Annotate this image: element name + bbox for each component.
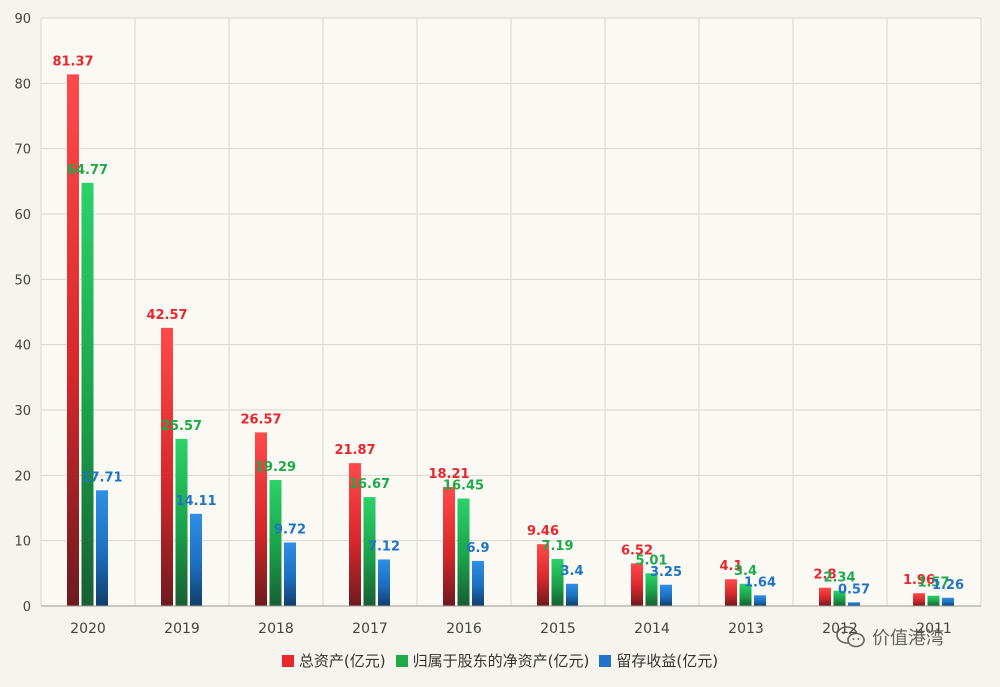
data-label: 25.57 bbox=[161, 419, 202, 434]
bar bbox=[551, 559, 564, 606]
legend-swatch bbox=[599, 654, 612, 667]
bar bbox=[472, 560, 484, 606]
bar bbox=[284, 542, 296, 606]
y-tick-label: 40 bbox=[14, 339, 31, 354]
y-tick-label: 70 bbox=[14, 143, 31, 158]
bar bbox=[566, 583, 578, 606]
data-label: 3.4 bbox=[560, 564, 583, 579]
data-label: 26.57 bbox=[240, 412, 281, 427]
legend-swatch bbox=[395, 654, 408, 667]
legend-swatch bbox=[281, 654, 294, 667]
data-label: 21.87 bbox=[334, 443, 375, 458]
bar bbox=[175, 438, 188, 606]
watermark: 价值港湾 bbox=[836, 624, 944, 650]
data-label: 1.64 bbox=[744, 575, 776, 590]
y-tick-label: 10 bbox=[14, 535, 31, 550]
data-label: 14.11 bbox=[175, 494, 216, 509]
data-label: 9.46 bbox=[527, 524, 559, 539]
y-tick-label: 20 bbox=[14, 469, 31, 484]
data-label: 3.25 bbox=[650, 565, 682, 580]
data-label: 16.67 bbox=[349, 477, 390, 492]
bar bbox=[942, 597, 954, 606]
data-label: 17.71 bbox=[81, 470, 122, 485]
bar bbox=[161, 327, 173, 606]
data-label: 4.1 bbox=[719, 559, 742, 574]
legend: 总资产(亿元) 归属于股东的净资产(亿元) 留存收益(亿元) bbox=[0, 650, 1000, 671]
bar bbox=[848, 602, 860, 606]
bar bbox=[457, 498, 470, 606]
bar bbox=[537, 544, 549, 606]
x-tick-label: 2011 bbox=[916, 621, 952, 637]
data-label: 19.29 bbox=[255, 460, 296, 475]
bar bbox=[913, 593, 925, 606]
data-label: 18.21 bbox=[428, 467, 469, 482]
bar bbox=[660, 584, 672, 606]
bar-layer bbox=[67, 74, 954, 606]
bar bbox=[754, 595, 766, 606]
data-label: 6.52 bbox=[621, 543, 653, 558]
data-label: 81.37 bbox=[52, 54, 93, 69]
legend-label: 留存收益(亿元) bbox=[616, 652, 719, 670]
bar bbox=[96, 490, 108, 606]
y-tick-label: 80 bbox=[14, 77, 31, 92]
y-tick-label: 90 bbox=[14, 12, 31, 27]
data-label: 3.4 bbox=[734, 564, 757, 579]
wechat-icon bbox=[836, 626, 865, 648]
bar bbox=[725, 579, 737, 606]
bar bbox=[833, 590, 846, 606]
bar bbox=[255, 432, 267, 606]
label-layer: 81.37 42.57 26.57 21.87 18.21 9.46 6.52 4.1 2.8 1… bbox=[52, 54, 964, 597]
data-label: 16.45 bbox=[443, 479, 484, 494]
data-label: 1.57 bbox=[917, 576, 949, 591]
data-label: 9.72 bbox=[274, 522, 306, 537]
data-label: 1.96 bbox=[903, 573, 935, 588]
bar bbox=[927, 595, 940, 606]
x-tick-label: 2018 bbox=[258, 621, 294, 637]
x-tick-label: 2013 bbox=[728, 621, 764, 637]
x-tick-label: 2019 bbox=[164, 621, 200, 637]
data-label: 6.9 bbox=[466, 541, 489, 556]
x-tick-label: 2020 bbox=[70, 621, 106, 637]
y-tick-label: 60 bbox=[14, 208, 31, 223]
bar bbox=[81, 182, 94, 606]
bar bbox=[443, 487, 455, 606]
y-tick-label: 50 bbox=[14, 273, 31, 288]
data-label: 42.57 bbox=[146, 308, 187, 323]
data-label: 1.26 bbox=[932, 578, 964, 593]
data-label: 5.01 bbox=[635, 553, 667, 568]
bar bbox=[363, 497, 376, 606]
legend-label: 总资产(亿元) bbox=[298, 652, 386, 670]
bar bbox=[739, 583, 752, 606]
data-label: 7.12 bbox=[368, 539, 400, 554]
x-tick-label: 2017 bbox=[352, 621, 388, 637]
x-tick-label: 2015 bbox=[540, 621, 576, 637]
bar bbox=[67, 74, 79, 606]
bar bbox=[190, 513, 202, 606]
bar bbox=[645, 573, 658, 606]
bar bbox=[819, 587, 831, 606]
data-label: 0.57 bbox=[838, 582, 870, 597]
y-tick-label: 0 bbox=[23, 600, 31, 615]
data-label: 64.77 bbox=[67, 163, 108, 178]
legend-item-net-assets: 归属于股东的净资产(亿元) bbox=[395, 650, 590, 671]
legend-label: 归属于股东的净资产(亿元) bbox=[412, 652, 590, 670]
x-tick-label: 2016 bbox=[446, 621, 482, 637]
grid-layer bbox=[40, 17, 982, 607]
bar bbox=[349, 463, 361, 606]
x-tick-label: 2014 bbox=[634, 621, 670, 637]
watermark-text: 价值港湾 bbox=[872, 628, 944, 649]
data-label: 7.19 bbox=[541, 539, 573, 554]
y-tick-label: 30 bbox=[14, 404, 31, 419]
data-label: 2.8 bbox=[813, 568, 836, 583]
bar bbox=[269, 479, 282, 606]
bar bbox=[378, 559, 390, 606]
bar bbox=[631, 563, 643, 606]
legend-item-total-assets: 总资产(亿元) bbox=[281, 650, 386, 671]
legend-item-retained-earnings: 留存收益(亿元) bbox=[599, 650, 718, 671]
data-label: 2.34 bbox=[823, 571, 855, 586]
